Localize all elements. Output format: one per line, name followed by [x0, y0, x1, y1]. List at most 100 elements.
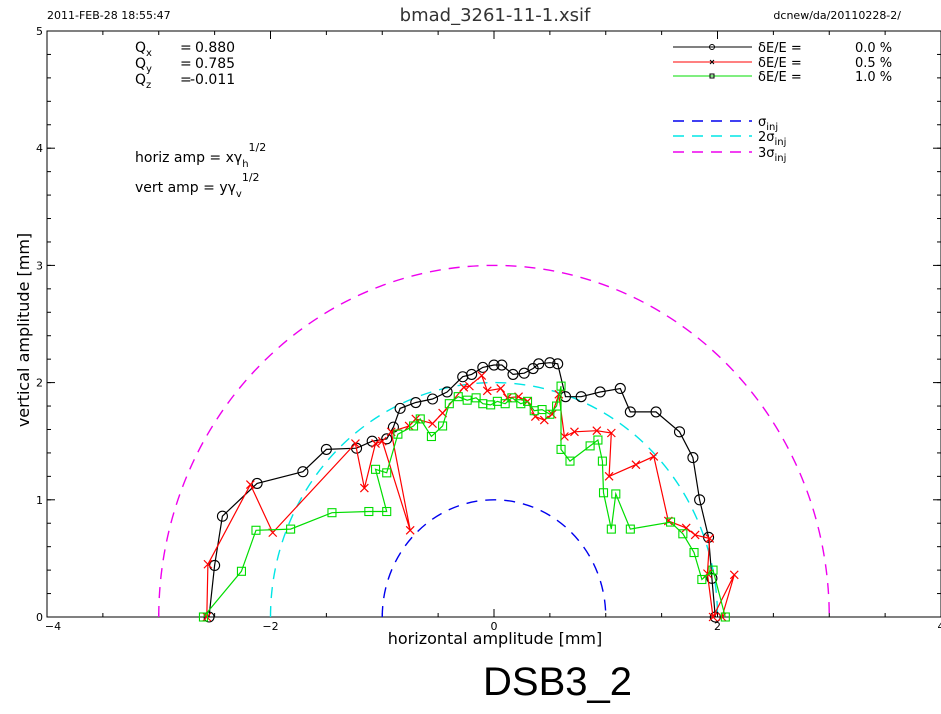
sigma-circles	[158, 264, 830, 618]
y-tick-label: 5	[36, 25, 43, 38]
legend-value-0: 0.0 %	[855, 41, 892, 56]
point-square	[556, 381, 566, 391]
amp-notes: horiz amp = xγh1/2 vert amp = yγv1/2	[135, 141, 266, 200]
point-circle	[594, 386, 606, 398]
point-square	[625, 524, 635, 534]
point-x	[606, 428, 616, 438]
point-square	[556, 444, 566, 454]
y-axis-label: vertical amplitude [mm]	[14, 233, 33, 427]
x-tick-label: 4	[938, 620, 941, 633]
point-x	[496, 384, 506, 393]
x-tick-label: −4	[45, 620, 61, 633]
point-square	[708, 565, 718, 575]
x-tick-label: 2	[714, 620, 721, 633]
point-circle	[426, 393, 439, 405]
tunes-block: Qx = 0.880 Qy = 0.785 Qz =-0.011	[135, 40, 235, 91]
point-square	[438, 421, 448, 431]
header-datetime: 2011-FEB-28 18:55:47	[47, 9, 171, 22]
tune-y: Qy = 0.785	[135, 56, 235, 75]
point-square	[598, 488, 609, 498]
point-square	[364, 506, 374, 517]
point-circle	[575, 391, 587, 403]
y-tick-label: 3	[36, 259, 43, 272]
point-circle	[533, 358, 545, 370]
series-2	[198, 381, 730, 622]
point-square	[720, 612, 730, 622]
point-x	[459, 382, 469, 392]
tune-z: Qz =-0.011	[135, 72, 235, 91]
point-square	[516, 399, 526, 409]
legend-label-0: δE/E =	[758, 41, 802, 56]
vert-amp-note: vert amp = yγv1/2	[135, 171, 260, 200]
x-axis-label: horizontal amplitude [mm]	[388, 629, 602, 648]
sigma-legend-0: σinj	[673, 115, 778, 133]
point-x	[631, 460, 641, 470]
point-x	[477, 371, 487, 380]
plot-frame	[46, 30, 941, 618]
point-square	[251, 525, 261, 535]
point-x	[681, 523, 691, 533]
point-x	[592, 426, 602, 436]
legend-marker-square	[709, 73, 715, 79]
point-square	[507, 393, 517, 403]
point-square	[393, 429, 403, 439]
point-circle	[650, 406, 662, 418]
point-square	[565, 456, 575, 466]
point-square	[537, 405, 547, 415]
point-x	[604, 471, 614, 481]
point-circle	[477, 361, 489, 373]
legend-label-2: δE/E =	[758, 70, 802, 85]
x-tick-label: 0	[491, 620, 498, 633]
caption-label: DSB3_2	[483, 660, 632, 704]
point-square	[453, 392, 463, 402]
point-x	[547, 409, 557, 419]
point-square	[666, 517, 676, 527]
point-square	[327, 508, 337, 518]
point-x	[377, 436, 387, 446]
legend-value-1: 0.5 %	[855, 56, 892, 71]
point-circle	[466, 368, 478, 380]
point-circle	[410, 396, 422, 409]
point-x	[351, 439, 360, 448]
point-circle	[687, 452, 699, 464]
point-x	[539, 415, 549, 425]
point-square	[370, 464, 381, 474]
point-square	[522, 396, 533, 406]
point-square	[597, 456, 607, 466]
point-x	[570, 427, 579, 437]
legend-entry-1: δE/E = 0.5 %	[673, 56, 892, 71]
legend-marker-circle	[709, 44, 715, 50]
point-x	[371, 439, 380, 448]
x-tick-label: −2	[262, 620, 278, 633]
point-circle	[297, 466, 309, 478]
sigma-circle-1	[381, 499, 607, 618]
point-square	[408, 421, 419, 431]
point-x	[405, 525, 415, 535]
point-circle	[507, 368, 519, 380]
point-circle	[320, 443, 332, 455]
point-square	[471, 393, 481, 403]
point-circle	[394, 402, 406, 414]
tune-x: Qx = 0.880	[135, 40, 235, 59]
point-circle	[441, 386, 453, 398]
point-x	[690, 530, 700, 540]
point-square	[697, 574, 707, 585]
point-circle	[552, 358, 564, 370]
point-square	[611, 489, 621, 499]
point-square	[689, 547, 699, 558]
point-circle	[488, 359, 500, 371]
legend: δE/E = 0.0 % δE/E = 0.5 % δE/E = 1.0 % σ…	[673, 41, 892, 164]
point-x	[708, 612, 718, 622]
legend-entry-0: δE/E = 0.0 %	[673, 41, 892, 56]
point-x	[705, 534, 715, 543]
sigma-legend-label-2: 3σinj	[758, 146, 786, 164]
legend-label-1: δE/E =	[758, 56, 802, 71]
point-square	[552, 401, 562, 411]
point-square	[545, 409, 555, 419]
point-square	[444, 399, 454, 409]
point-square	[415, 414, 425, 424]
header-title: bmad_3261-11-1.xsif	[400, 5, 591, 26]
sigma-circle-3	[158, 264, 830, 618]
header-path: dcnew/da/20110228-2/	[773, 9, 901, 22]
